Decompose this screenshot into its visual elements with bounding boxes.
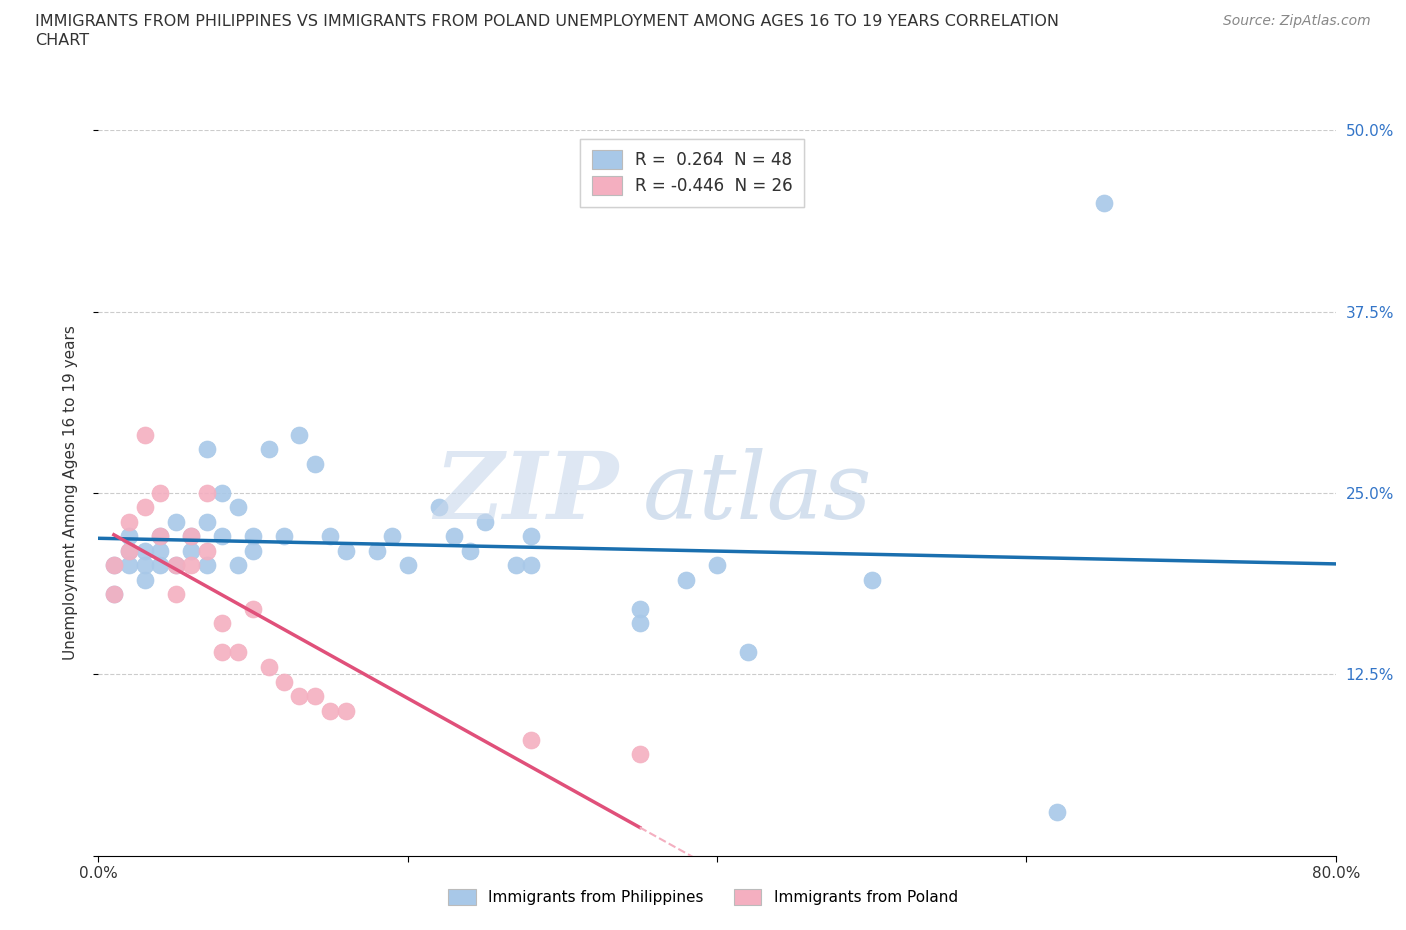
Point (118, 558, 141, 573)
Point (737, 645, 759, 660)
Point (118, 543, 141, 558)
Point (180, 558, 202, 573)
Point (134, 558, 156, 573)
Point (520, 529, 543, 544)
Point (195, 442, 218, 457)
Point (195, 543, 218, 558)
Point (273, 674, 295, 689)
Point (211, 616, 233, 631)
Point (288, 428, 311, 443)
Point (1046, 804, 1069, 819)
Point (134, 543, 156, 558)
Point (443, 529, 465, 544)
Point (226, 500, 249, 515)
Point (1092, 195, 1115, 210)
Point (628, 616, 651, 631)
Text: Source: ZipAtlas.com: Source: ZipAtlas.com (1223, 14, 1371, 28)
Point (242, 529, 264, 544)
Point (134, 500, 156, 515)
Point (103, 587, 125, 602)
Point (211, 485, 233, 500)
Point (520, 558, 543, 573)
Point (118, 543, 141, 558)
Point (628, 747, 651, 762)
Point (474, 514, 496, 529)
Point (211, 529, 233, 544)
Point (427, 500, 450, 515)
Point (706, 558, 728, 573)
Point (165, 514, 187, 529)
Point (195, 514, 218, 529)
Point (165, 587, 187, 602)
Point (195, 558, 218, 573)
Point (180, 529, 202, 544)
Point (505, 558, 527, 573)
Text: CHART: CHART (35, 33, 89, 47)
Point (149, 529, 172, 544)
Point (257, 659, 280, 674)
Point (304, 688, 326, 703)
Point (118, 514, 141, 529)
Point (149, 558, 172, 573)
Point (675, 573, 697, 588)
Legend: R =  0.264  N = 48, R = -0.446  N = 26: R = 0.264 N = 48, R = -0.446 N = 26 (581, 139, 804, 207)
Text: ZIP: ZIP (434, 448, 619, 538)
Point (180, 543, 202, 558)
Point (396, 558, 419, 573)
Point (860, 573, 883, 588)
Point (165, 558, 187, 573)
Point (366, 543, 388, 558)
Y-axis label: Unemployment Among Ages 16 to 19 years: Unemployment Among Ages 16 to 19 years (63, 326, 77, 660)
Point (165, 558, 187, 573)
Point (149, 485, 172, 500)
Point (319, 703, 342, 718)
Point (288, 688, 311, 703)
Point (180, 529, 202, 544)
Point (319, 529, 342, 544)
Point (242, 602, 264, 617)
Point (257, 442, 280, 457)
Point (103, 587, 125, 602)
Point (118, 529, 141, 544)
Point (304, 457, 326, 472)
Point (242, 543, 264, 558)
Point (149, 529, 172, 544)
Point (103, 558, 125, 573)
Point (195, 485, 218, 500)
Point (226, 558, 249, 573)
Text: atlas: atlas (643, 448, 872, 538)
Point (134, 573, 156, 588)
Point (211, 645, 233, 660)
Point (335, 703, 357, 718)
Point (134, 428, 156, 443)
Point (273, 529, 295, 544)
Point (103, 558, 125, 573)
Point (381, 529, 404, 544)
Text: IMMIGRANTS FROM PHILIPPINES VS IMMIGRANTS FROM POLAND UNEMPLOYMENT AMONG AGES 16: IMMIGRANTS FROM PHILIPPINES VS IMMIGRANT… (35, 14, 1059, 29)
Legend: Immigrants from Philippines, Immigrants from Poland: Immigrants from Philippines, Immigrants … (440, 882, 966, 913)
Point (335, 543, 357, 558)
Point (149, 543, 172, 558)
Point (520, 732, 543, 747)
Point (226, 645, 249, 660)
Point (628, 602, 651, 617)
Point (458, 543, 481, 558)
